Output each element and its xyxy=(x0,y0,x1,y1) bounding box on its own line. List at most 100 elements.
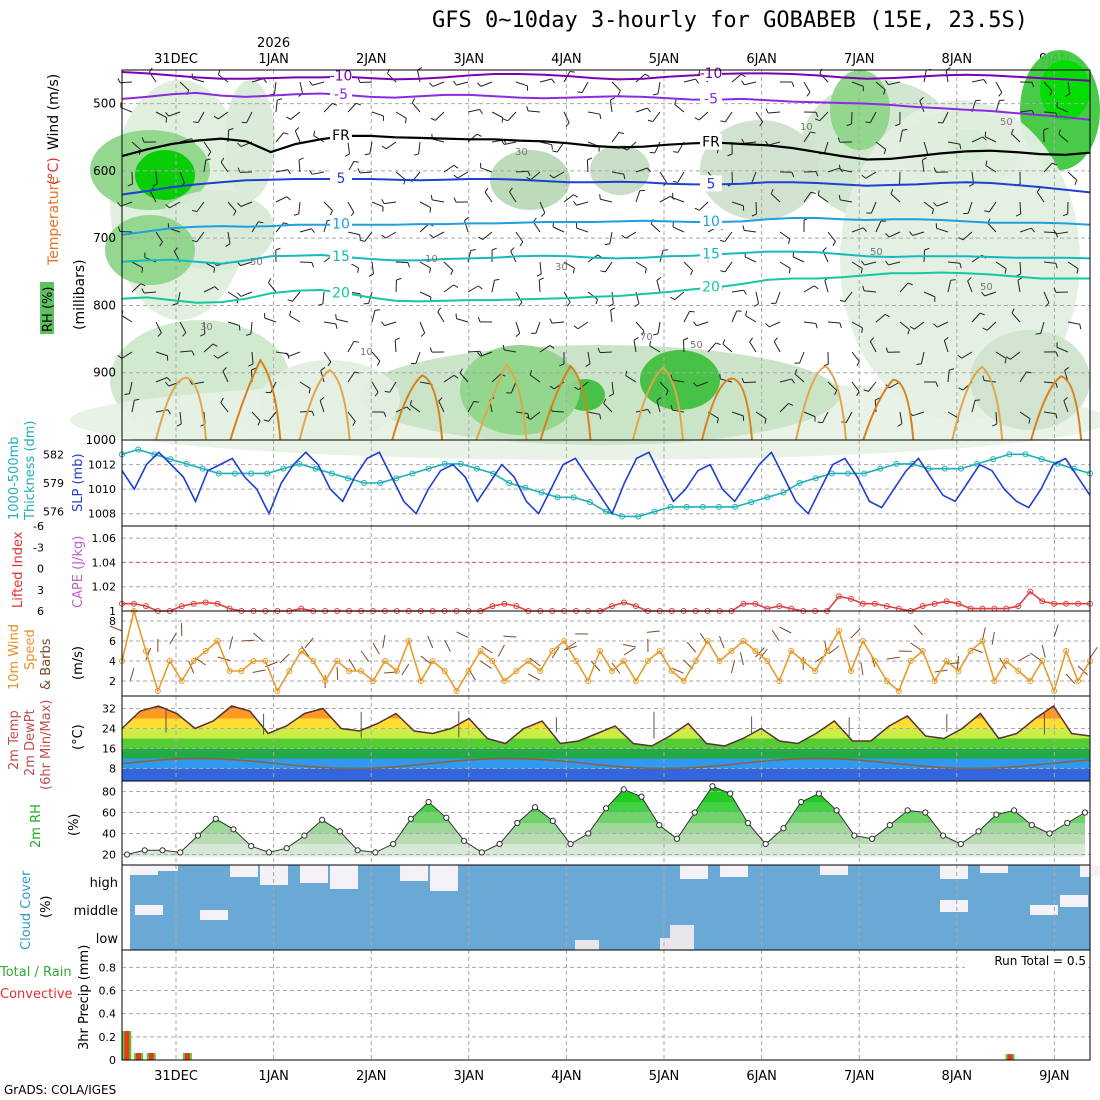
rh-annotation: 30 xyxy=(515,147,528,158)
wind-barb-flag xyxy=(352,421,356,427)
cape-line-marker xyxy=(214,600,221,607)
wind-barb-flag xyxy=(788,268,791,274)
wind-barb xyxy=(251,411,261,422)
wind-barb-flag xyxy=(817,190,820,196)
wind-barb xyxy=(169,201,181,209)
warm-contour xyxy=(539,364,592,441)
wind-barb-flag xyxy=(429,82,434,87)
wind-label: (m/s) xyxy=(71,646,86,680)
wind-barb-flag xyxy=(573,268,575,274)
wind-barb xyxy=(467,250,472,263)
wind-barb xyxy=(947,280,952,293)
wind-barb-flag xyxy=(979,312,985,316)
wind-barb-flag xyxy=(383,411,387,417)
wind-barb-flag xyxy=(527,413,530,419)
wind-barb-flag xyxy=(566,301,571,307)
wind-barb-10m xyxy=(623,647,636,656)
wind-barb xyxy=(299,410,313,413)
bottom-date-label: 1JAN xyxy=(258,1069,289,1084)
cape-label: CAPE (J/kg) xyxy=(71,536,86,608)
wind-barb-flag xyxy=(764,418,767,424)
wind-barb-flag xyxy=(610,307,616,311)
wind-barb-flag xyxy=(141,288,145,294)
bottom-date-label: 5JAN xyxy=(649,1069,680,1084)
cloud-mid-gap xyxy=(940,900,968,912)
precip-ylabel: 3hr Precip (mm) xyxy=(77,945,92,1050)
wind-barb xyxy=(768,321,781,328)
li-tick-label: -3 xyxy=(33,541,44,554)
wind-barb xyxy=(656,280,661,293)
wind-barb xyxy=(359,171,373,174)
dewpoint-line xyxy=(121,757,1091,770)
wind-barb-flag xyxy=(595,299,598,305)
wind-barb-flag xyxy=(689,310,695,313)
wind-barb-flag xyxy=(810,131,816,134)
wind-speed-line-marker xyxy=(728,648,735,654)
rh-annotation: 50 xyxy=(250,257,263,268)
rh-marker xyxy=(194,832,202,839)
warm-contour xyxy=(475,362,528,441)
wind-barb-flag xyxy=(317,303,324,306)
isotherm-line xyxy=(121,217,1091,236)
wind-barb xyxy=(504,349,517,353)
wind-barb xyxy=(971,400,976,413)
wind-barb xyxy=(369,141,373,154)
wind-barb-flag xyxy=(134,398,140,401)
thickness-line-marker xyxy=(280,465,287,472)
wind-speed-line-marker xyxy=(322,678,329,684)
wind-barb-flag xyxy=(411,98,416,104)
wind-barb-flag xyxy=(374,309,381,311)
thickness-line-marker xyxy=(990,456,997,463)
wind-barb xyxy=(755,411,767,420)
wind-barb-flag xyxy=(693,321,697,327)
wind-barb-flag xyxy=(604,243,610,246)
wind-barb xyxy=(415,351,421,364)
wind-barb xyxy=(576,201,589,206)
wind-barb-flag xyxy=(839,322,842,328)
wind-barb-flag xyxy=(599,414,602,420)
wind-speed-line-marker xyxy=(238,668,245,674)
wind-barb xyxy=(347,102,357,113)
wind-barb-flag xyxy=(865,121,871,124)
wind-barb-flag xyxy=(311,411,315,417)
wind-barb xyxy=(275,100,278,113)
wind-barb-flag xyxy=(213,267,216,273)
wind-barb xyxy=(773,341,781,353)
wind-speed-line-marker xyxy=(537,668,544,674)
wind-speed-line-marker xyxy=(752,648,759,654)
wind-barb-flag xyxy=(815,323,818,329)
wind-ylabel: (m/s) xyxy=(71,646,86,680)
wind-speed-line-marker xyxy=(991,678,998,684)
wind-barb-flag xyxy=(569,70,575,73)
wind-barb-flag xyxy=(662,249,669,251)
wind-barb-flag xyxy=(618,131,625,135)
wind-barb xyxy=(600,198,613,203)
wind-label: Speed xyxy=(23,629,38,670)
wind-barb xyxy=(347,141,351,154)
wind-barb xyxy=(1043,261,1056,264)
wind-barb xyxy=(507,111,517,122)
wind-barb-flag xyxy=(982,327,988,331)
wind-barb-flag xyxy=(573,194,578,198)
rh-marker xyxy=(336,828,343,835)
cloud-ylabel-unit: (%) xyxy=(39,896,54,919)
wind-barb xyxy=(456,81,469,86)
wind-speed-line-marker xyxy=(955,668,962,674)
bottom-date-label: 6JAN xyxy=(746,1069,777,1084)
wind-barb-flag xyxy=(167,409,171,415)
rh-marker xyxy=(851,832,858,839)
wind-barb-flag xyxy=(907,282,913,286)
wind-barb-10m xyxy=(360,650,370,662)
wind-barb-flag xyxy=(549,318,553,324)
wind-barb xyxy=(294,130,301,143)
wind-barb xyxy=(1067,261,1079,270)
wind-barb-flag xyxy=(856,361,860,366)
wind-barb xyxy=(563,261,575,269)
wind-barb-flag xyxy=(165,381,170,387)
wind-barb-flag xyxy=(394,337,400,341)
wind-barb xyxy=(672,226,685,233)
wind-barb-flag xyxy=(1049,90,1053,96)
rh-annotation: 50 xyxy=(870,247,883,258)
rh-marker xyxy=(904,807,911,814)
thickness-line-marker xyxy=(135,446,142,453)
